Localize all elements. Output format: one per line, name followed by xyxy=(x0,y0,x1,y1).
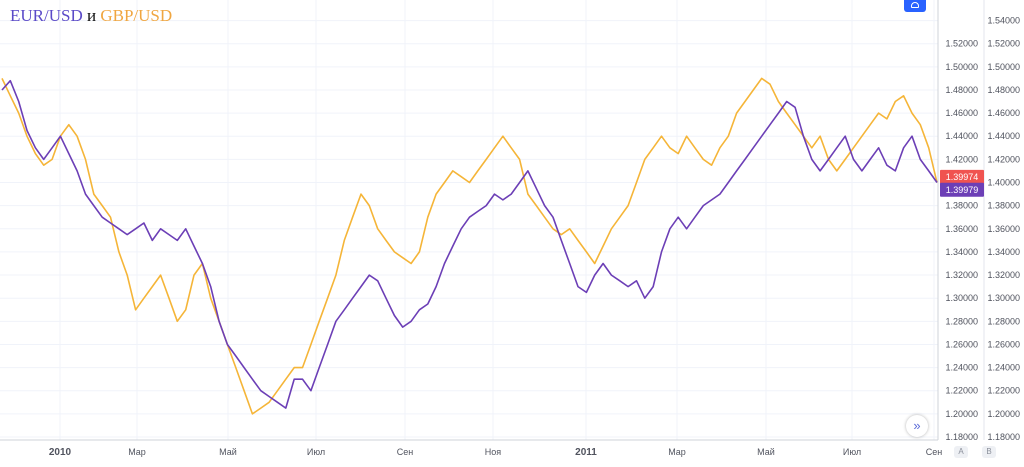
y-tick-label-left: 1.44000 xyxy=(945,131,978,141)
y-tick-label-right: 1.38000 xyxy=(987,201,1020,211)
y-tick-label-right: 1.50000 xyxy=(987,62,1020,72)
y-tick-label-right: 1.28000 xyxy=(987,316,1020,326)
y-tick-label-left: 1.28000 xyxy=(945,316,978,326)
y-tick-label-right: 1.48000 xyxy=(987,85,1020,95)
x-tick-label: Июл xyxy=(307,447,325,457)
y-tick-label-right: 1.40000 xyxy=(987,178,1020,188)
y-tick-label-right: 1.36000 xyxy=(987,224,1020,234)
y-tick-label-left: 1.48000 xyxy=(945,85,978,95)
y-tick-label-right: 1.52000 xyxy=(987,39,1020,49)
x-tick-label: Июл xyxy=(843,447,861,457)
chart-title: EUR/USD и GBP/USD xyxy=(10,6,172,26)
y-tick-label-right: 1.54000 xyxy=(987,16,1020,26)
y-tick-label-left: 1.22000 xyxy=(945,386,978,396)
y-tick-label-left: 1.18000 xyxy=(945,432,978,442)
log-scale-button[interactable]: B xyxy=(982,446,996,458)
y-tick-label-right: 1.20000 xyxy=(987,409,1020,419)
x-tick-label: Мар xyxy=(668,447,686,457)
x-tick-label: 2010 xyxy=(49,447,72,458)
y-tick-label-right: 1.26000 xyxy=(987,339,1020,349)
x-tick-label: Май xyxy=(757,447,775,457)
alert-bell-icon[interactable] xyxy=(904,0,926,12)
last-value-badge xyxy=(940,169,984,184)
title-series-gbpusd: GBP/USD xyxy=(100,6,173,25)
y-tick-label-right: 1.32000 xyxy=(987,270,1020,280)
x-tick-label: Ноя xyxy=(485,447,502,457)
y-tick-label-left: 1.32000 xyxy=(945,270,978,280)
last-value-badge xyxy=(940,182,984,197)
last-value-label: 1.39979 xyxy=(946,185,979,195)
y-tick-label-left: 1.30000 xyxy=(945,293,978,303)
y-tick-label-right: 1.24000 xyxy=(987,363,1020,373)
y-tick-label-left: 1.34000 xyxy=(945,247,978,257)
x-tick-label: Май xyxy=(219,447,237,457)
y-tick-label-right: 1.22000 xyxy=(987,386,1020,396)
y-tick-label-right: 1.18000 xyxy=(987,432,1020,442)
y-tick-label-left: 1.24000 xyxy=(945,363,978,373)
y-tick-label-left: 1.52000 xyxy=(945,39,978,49)
title-separator: и xyxy=(86,6,97,25)
last-value-label: 1.39974 xyxy=(946,172,979,182)
x-tick-label: Мар xyxy=(128,447,146,457)
auto-scale-button[interactable]: A xyxy=(954,446,968,458)
series-line-gbpusd xyxy=(1,77,938,415)
y-tick-label-right: 1.42000 xyxy=(987,154,1020,164)
y-tick-label-left: 1.20000 xyxy=(945,409,978,419)
y-tick-label-left: 1.26000 xyxy=(945,339,978,349)
y-tick-label-left: 1.36000 xyxy=(945,224,978,234)
y-tick-label-right: 1.30000 xyxy=(987,293,1020,303)
title-series-eurusd: EUR/USD xyxy=(10,6,83,25)
scroll-to-realtime-button[interactable]: » xyxy=(906,415,928,437)
x-tick-label: Сен xyxy=(926,447,943,457)
y-tick-label-left: 1.50000 xyxy=(945,62,978,72)
y-tick-label-left: 1.46000 xyxy=(945,108,978,118)
y-tick-label-left: 1.42000 xyxy=(945,154,978,164)
y-tick-label-right: 1.44000 xyxy=(987,131,1020,141)
y-tick-label-right: 1.46000 xyxy=(987,108,1020,118)
x-tick-label: Сен xyxy=(397,447,414,457)
y-tick-label-left: 1.38000 xyxy=(945,201,978,211)
x-tick-label: 2011 xyxy=(575,447,597,458)
y-tick-label-right: 1.34000 xyxy=(987,247,1020,257)
series-line-eurusd xyxy=(1,79,938,409)
